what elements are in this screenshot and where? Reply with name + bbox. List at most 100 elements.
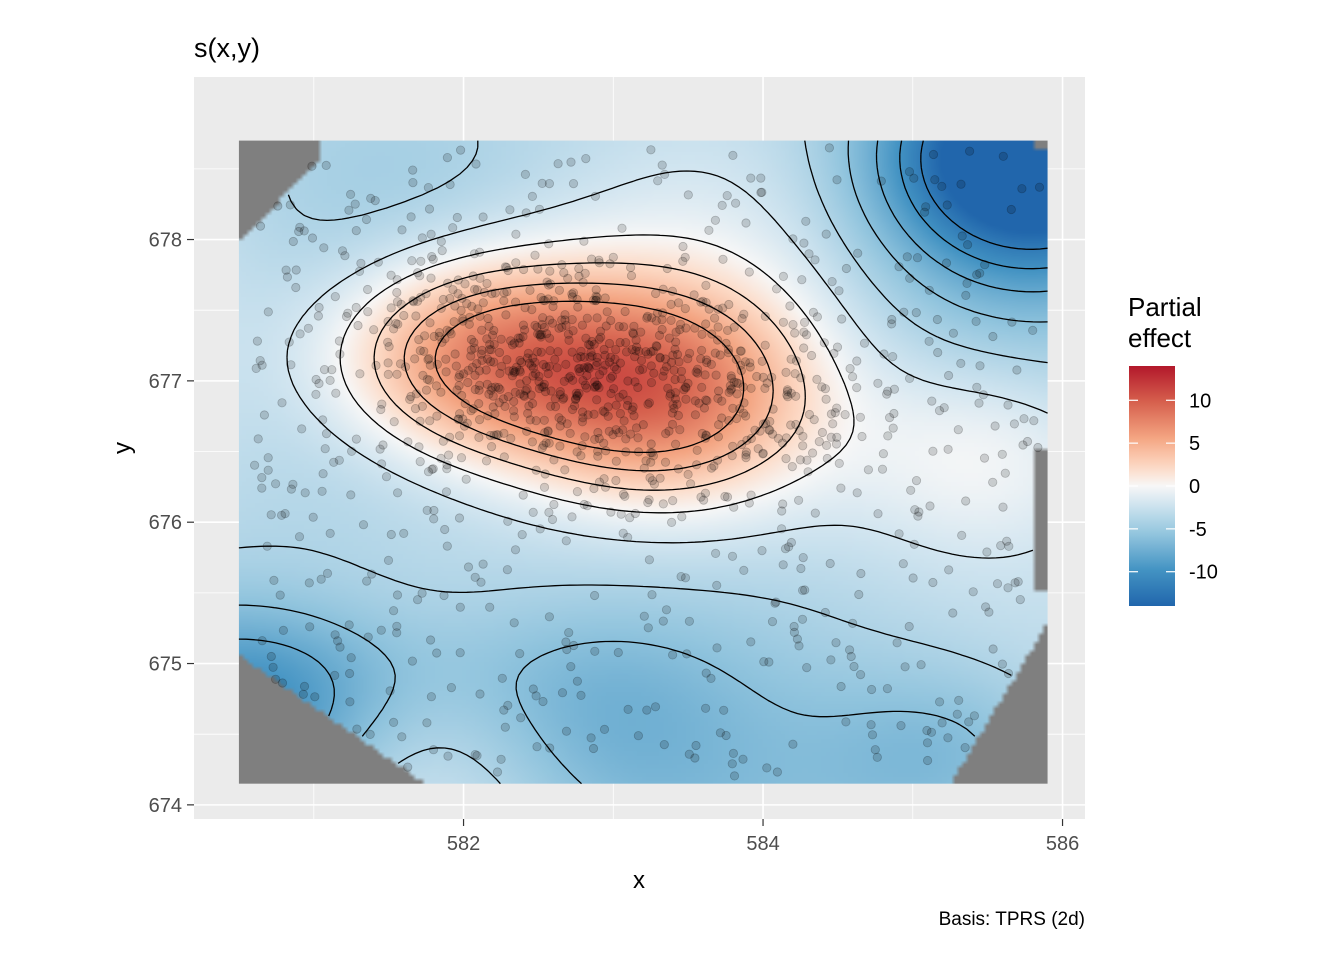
data-point	[832, 342, 843, 352]
data-point	[721, 730, 731, 741]
data-point	[698, 495, 709, 505]
data-point	[681, 383, 691, 393]
data-point	[528, 684, 538, 694]
legend-title-line1: Partial	[1128, 292, 1202, 322]
data-point	[523, 348, 534, 358]
data-point	[733, 378, 743, 389]
data-point	[400, 362, 411, 372]
data-point	[696, 297, 706, 307]
data-point	[867, 730, 878, 740]
data-point	[764, 657, 774, 667]
data-point	[670, 344, 680, 354]
data-point	[495, 368, 505, 378]
data-point	[960, 742, 970, 753]
data-point	[423, 354, 433, 365]
data-point	[812, 312, 823, 322]
data-point	[510, 387, 520, 397]
data-point	[778, 560, 788, 570]
data-point	[344, 620, 354, 630]
data-point	[561, 637, 571, 647]
data-point	[910, 505, 920, 515]
data-point	[944, 565, 954, 575]
data-point	[318, 469, 328, 479]
data-point	[476, 349, 486, 359]
data-point	[252, 336, 262, 346]
data-point	[589, 590, 600, 601]
data-point	[796, 563, 806, 574]
data-point	[658, 499, 668, 509]
data-point	[518, 331, 528, 342]
data-point	[745, 362, 755, 372]
data-point	[814, 436, 824, 447]
data-point	[497, 673, 507, 683]
data-point	[554, 413, 564, 423]
data-point	[615, 358, 626, 368]
data-point	[514, 365, 525, 375]
data-point	[627, 405, 637, 415]
data-point	[726, 371, 736, 381]
data-point	[460, 398, 470, 409]
data-point	[537, 382, 547, 392]
data-point	[521, 376, 532, 386]
data-point	[719, 705, 729, 715]
legend-tick-label: 5	[1189, 433, 1200, 455]
data-point	[718, 303, 728, 313]
data-point	[577, 441, 587, 451]
data-point	[753, 444, 763, 454]
data-point	[670, 394, 681, 404]
data-point	[643, 623, 653, 633]
data-point	[710, 215, 721, 225]
data-point	[582, 370, 592, 381]
data-point	[638, 420, 648, 430]
data-point	[319, 364, 330, 375]
data-point	[675, 319, 686, 329]
data-point	[295, 222, 305, 232]
data-point	[691, 740, 701, 751]
data-point	[710, 548, 721, 559]
data-point	[666, 357, 677, 367]
data-point	[706, 463, 717, 473]
data-point	[450, 349, 460, 359]
data-point	[334, 455, 344, 465]
data-point	[589, 382, 600, 392]
data-point	[723, 348, 734, 358]
data-point	[473, 304, 483, 314]
data-point	[499, 705, 509, 715]
data-point	[832, 432, 842, 442]
data-point	[625, 262, 636, 273]
data-point	[327, 365, 337, 375]
data-point	[1012, 365, 1022, 375]
data-point	[599, 724, 610, 735]
data-point	[505, 336, 516, 346]
data-point	[701, 355, 712, 365]
y-axis: 674 675 676 677 678	[149, 230, 194, 817]
data-point	[579, 499, 589, 510]
data-point	[427, 464, 437, 474]
data-point	[930, 175, 940, 185]
data-point	[698, 296, 708, 306]
data-point	[744, 267, 754, 277]
data-point	[800, 585, 810, 595]
data-point	[658, 371, 668, 381]
data-point	[567, 292, 578, 302]
data-point	[484, 344, 494, 355]
data-point	[475, 689, 485, 699]
data-point	[568, 326, 578, 336]
data-point	[397, 732, 407, 742]
data-point	[408, 297, 419, 307]
data-point	[472, 285, 482, 295]
data-point	[351, 434, 361, 444]
data-point	[794, 641, 804, 651]
data-point	[706, 673, 716, 684]
data-point	[648, 451, 659, 461]
data-point	[634, 365, 645, 375]
data-point	[684, 616, 695, 626]
data-point	[664, 426, 674, 436]
data-point	[590, 646, 600, 656]
data-point	[613, 647, 623, 658]
data-point	[321, 160, 331, 170]
data-point	[641, 456, 651, 466]
data-point	[291, 282, 301, 293]
data-point	[971, 316, 981, 326]
data-point	[670, 374, 680, 385]
